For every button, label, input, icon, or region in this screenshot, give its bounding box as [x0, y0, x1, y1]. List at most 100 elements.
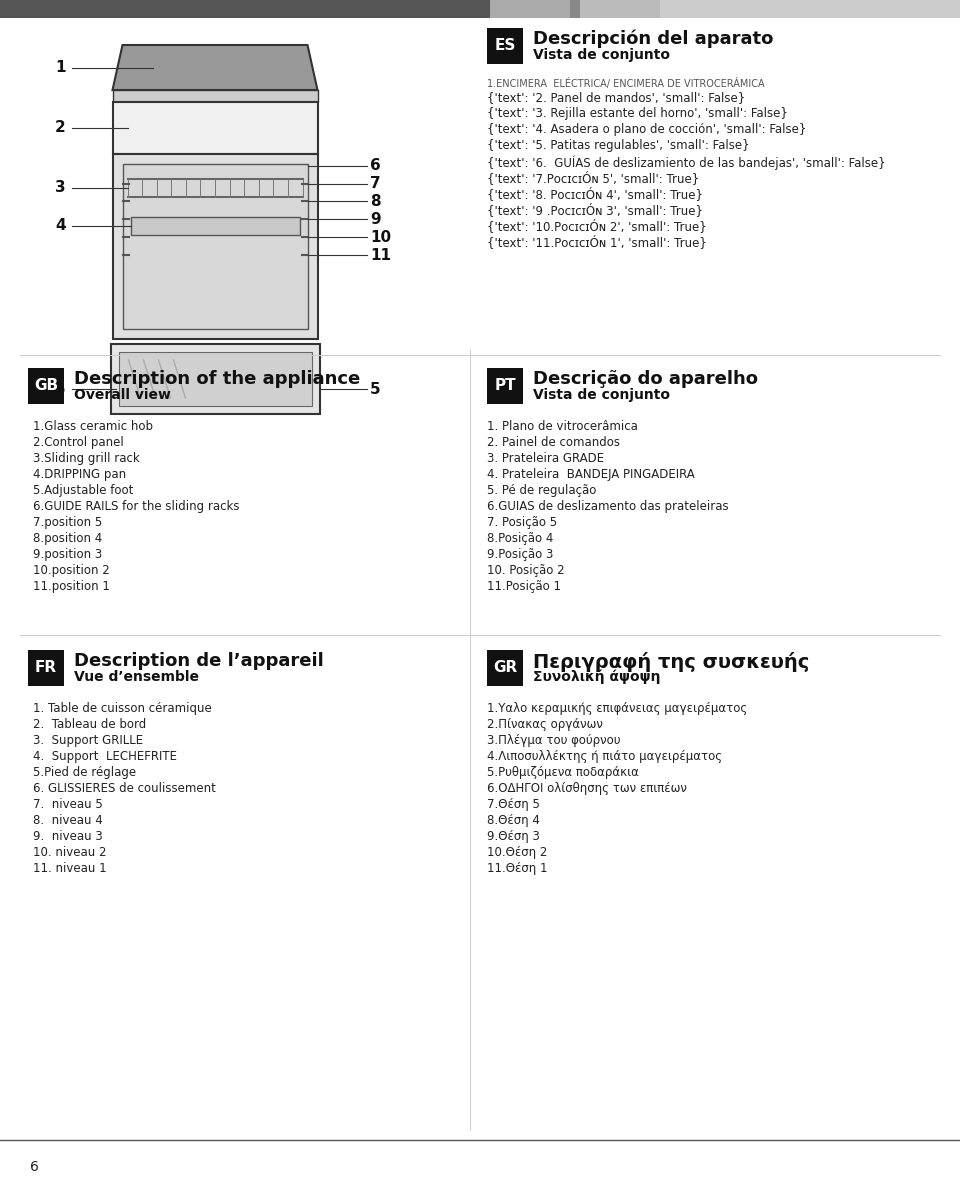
Text: 2.  Tableau de bord: 2. Tableau de bord [33, 718, 146, 731]
Bar [28, 368, 64, 404]
Text: Descrição do aparelho: Descrição do aparelho [533, 370, 758, 388]
Bar [112, 89, 318, 102]
Text: 11: 11 [370, 247, 391, 262]
Text: Vue d’ensemble: Vue d’ensemble [74, 670, 199, 684]
Text: {'text': '2. Panel de mandos', 'small': False}: {'text': '2. Panel de mandos', 'small': … [487, 91, 745, 104]
Text: 8.  niveau 4: 8. niveau 4 [33, 814, 103, 827]
Text: 2.Πίνακας οργάνων: 2.Πίνακας οργάνων [487, 718, 603, 731]
Text: 6: 6 [30, 1161, 38, 1173]
Text: 1.Υαλο κεραμικής επιφάνειας μαγειρέματος: 1.Υαλο κεραμικής επιφάνειας μαγειρέματος [487, 701, 747, 714]
Text: 6.GUIDE RAILS for the sliding racks: 6.GUIDE RAILS for the sliding racks [33, 500, 239, 513]
Text: 4.  Support  LECHEFRITE: 4. Support LECHEFRITE [33, 750, 177, 763]
Text: 11.Θέση 1: 11.Θέση 1 [487, 862, 547, 875]
Text: {'text': '7.PᴏᴄɪᴄɪÓɴ 5', 'small': True}: {'text': '7.PᴏᴄɪᴄɪÓɴ 5', 'small': True} [487, 171, 699, 185]
Text: GB: GB [34, 379, 58, 393]
Text: ES: ES [494, 39, 516, 53]
Text: 11.position 1: 11.position 1 [33, 580, 109, 593]
Text: Vista de conjunto: Vista de conjunto [533, 48, 670, 62]
Text: 10.position 2: 10.position 2 [33, 564, 109, 577]
Text: GR: GR [492, 660, 517, 676]
Text: 11. niveau 1: 11. niveau 1 [33, 862, 107, 875]
Text: {'text': '4. Asadera o plano de cocción', 'small': False}: {'text': '4. Asadera o plano de cocción'… [487, 124, 806, 137]
Text: 5.Pied de réglage: 5.Pied de réglage [33, 766, 136, 779]
Text: 7.  niveau 5: 7. niveau 5 [33, 798, 103, 811]
Text: 8: 8 [370, 193, 380, 208]
Text: 3. Prateleira GRADE: 3. Prateleira GRADE [487, 452, 604, 465]
Text: 1. Table de cuisson céramique: 1. Table de cuisson céramique [33, 701, 212, 714]
Bar [570, 0, 580, 18]
Text: 5.Ρυθμιζόμενα ποδαράκια: 5.Ρυθμιζόμενα ποδαράκια [487, 766, 638, 779]
Text: 2.Control panel: 2.Control panel [33, 435, 124, 448]
Bar [118, 352, 311, 406]
Text: 4. Prateleira  BANDEJA PINGADEIRA: 4. Prateleira BANDEJA PINGADEIRA [487, 468, 695, 481]
Text: {'text': '5. Patitas regulables', 'small': False}: {'text': '5. Patitas regulables', 'small… [487, 139, 750, 152]
Text: 3.Πλέγμα του φούρνου: 3.Πλέγμα του φούρνου [487, 734, 620, 747]
Text: 8.Posição 4: 8.Posição 4 [487, 532, 553, 545]
Text: {'text': '9 .PᴏᴄɪᴄɪÓɴ 3', 'small': True}: {'text': '9 .PᴏᴄɪᴄɪÓɴ 3', 'small': True} [487, 202, 703, 217]
Bar [28, 650, 64, 686]
Text: 8.position 4: 8.position 4 [33, 532, 103, 545]
Text: 6.GUIAS de deslizamento das prateleiras: 6.GUIAS de deslizamento das prateleiras [487, 500, 729, 513]
Text: 3.  Support GRILLE: 3. Support GRILLE [33, 734, 143, 747]
Text: 4: 4 [55, 219, 65, 233]
Bar [112, 154, 318, 339]
Text: 10. niveau 2: 10. niveau 2 [33, 846, 107, 859]
Text: {'text': '11.PᴏᴄɪᴄɪÓɴ 1', 'small': True}: {'text': '11.PᴏᴄɪᴄɪÓɴ 1', 'small': True} [487, 235, 707, 250]
Text: 5: 5 [370, 381, 380, 397]
Text: 1.Glass ceramic hob: 1.Glass ceramic hob [33, 420, 153, 433]
Text: 5: 5 [55, 381, 65, 397]
Text: 5.Adjustable foot: 5.Adjustable foot [33, 484, 133, 497]
Bar [112, 102, 318, 154]
Bar [580, 0, 660, 18]
Text: 9.Θέση 3: 9.Θέση 3 [487, 830, 540, 843]
Text: 11.Posição 1: 11.Posição 1 [487, 580, 561, 593]
Text: 9.Posição 3: 9.Posição 3 [487, 548, 553, 561]
Bar [487, 368, 523, 404]
Text: {'text': '3. Rejilla estante del horno', 'small': False}: {'text': '3. Rejilla estante del horno',… [487, 107, 788, 120]
Text: 10.Θέση 2: 10.Θέση 2 [487, 846, 547, 859]
Polygon shape [112, 45, 318, 89]
Text: 5. Pé de regulação: 5. Pé de regulação [487, 484, 596, 497]
Text: 1: 1 [55, 60, 65, 75]
Text: Description of the appliance: Description of the appliance [74, 370, 360, 388]
Text: 7.Θέση 5: 7.Θέση 5 [487, 798, 540, 811]
Text: 1. Plano de vitrocerâmica: 1. Plano de vitrocerâmica [487, 420, 637, 433]
Text: 10: 10 [370, 230, 391, 245]
Text: 3: 3 [55, 180, 65, 195]
Text: 7. Posição 5: 7. Posição 5 [487, 516, 557, 528]
Bar [0, 0, 490, 18]
Text: Description de l’appareil: Description de l’appareil [74, 652, 324, 670]
Text: 9.position 3: 9.position 3 [33, 548, 103, 561]
Text: Overall view: Overall view [74, 388, 171, 403]
Text: 3.Sliding grill rack: 3.Sliding grill rack [33, 452, 140, 465]
Text: {'text': '10.PᴏᴄɪᴄɪÓɴ 2', 'small': True}: {'text': '10.PᴏᴄɪᴄɪÓɴ 2', 'small': True} [487, 219, 707, 233]
Text: Περιγραφή της συσκευής: Περιγραφή της συσκευής [533, 652, 809, 672]
Text: 1.ENCIMERA  ELÉCTRICA/ ENCIMERA DE VITROCERÁMICA: 1.ENCIMERA ELÉCTRICA/ ENCIMERA DE VITROC… [487, 78, 764, 89]
Text: FR: FR [35, 660, 57, 676]
Text: 10. Posição 2: 10. Posição 2 [487, 564, 564, 577]
Bar [110, 344, 320, 414]
Text: Vista de conjunto: Vista de conjunto [533, 388, 670, 403]
Text: 8.Θέση 4: 8.Θέση 4 [487, 814, 540, 827]
Bar [487, 28, 523, 64]
Text: 6: 6 [370, 159, 381, 173]
Text: 9.  niveau 3: 9. niveau 3 [33, 830, 103, 843]
Text: 2: 2 [55, 120, 65, 135]
Text: 4.DRIPPING pan: 4.DRIPPING pan [33, 468, 126, 481]
Text: 4.Λιποσυλλέκτης ή πιάτο μαγειρέματος: 4.Λιποσυλλέκτης ή πιάτο μαγειρέματος [487, 750, 722, 763]
Text: 7.position 5: 7.position 5 [33, 516, 103, 528]
Text: 6.ΟΔΗΓΟΙ ολίσθησης των επιπέων: 6.ΟΔΗΓΟΙ ολίσθησης των επιπέων [487, 782, 686, 794]
Bar [487, 650, 523, 686]
Text: PT: PT [494, 379, 516, 393]
Bar [490, 0, 570, 18]
Bar [123, 164, 307, 330]
Bar [660, 0, 960, 18]
Bar [131, 217, 300, 235]
Text: 2. Painel de comandos: 2. Painel de comandos [487, 435, 620, 448]
Text: {'text': '8. PᴏᴄɪᴄɪÓɴ 4', 'small': True}: {'text': '8. PᴏᴄɪᴄɪÓɴ 4', 'small': True} [487, 187, 703, 201]
Text: Συνολική άψοψη: Συνολική άψοψη [533, 670, 660, 685]
Text: 6. GLISSIERES de coulissement: 6. GLISSIERES de coulissement [33, 782, 216, 794]
Text: Descripción del aparato: Descripción del aparato [533, 29, 774, 48]
Text: 7: 7 [370, 177, 380, 192]
Text: 9: 9 [370, 212, 380, 226]
